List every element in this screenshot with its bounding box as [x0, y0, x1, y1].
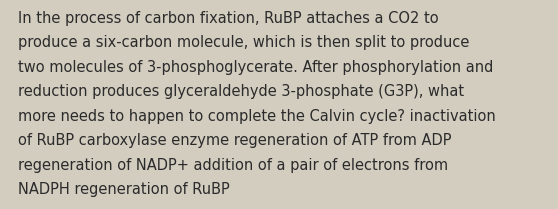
Text: produce a six-carbon molecule, which is then split to produce: produce a six-carbon molecule, which is …: [18, 36, 469, 51]
Text: In the process of carbon fixation, RuBP attaches a CO2 to: In the process of carbon fixation, RuBP …: [18, 11, 439, 26]
Text: NADPH regeneration of RuBP: NADPH regeneration of RuBP: [18, 182, 230, 198]
Text: reduction produces glyceraldehyde 3-phosphate (G3P), what: reduction produces glyceraldehyde 3-phos…: [18, 84, 464, 99]
Text: more needs to happen to complete the Calvin cycle? inactivation: more needs to happen to complete the Cal…: [18, 109, 496, 124]
Text: of RuBP carboxylase enzyme regeneration of ATP from ADP: of RuBP carboxylase enzyme regeneration …: [18, 134, 451, 149]
Text: regeneration of NADP+ addition of a pair of electrons from: regeneration of NADP+ addition of a pair…: [18, 158, 448, 173]
Text: two molecules of 3-phosphoglycerate. After phosphorylation and: two molecules of 3-phosphoglycerate. Aft…: [18, 60, 493, 75]
